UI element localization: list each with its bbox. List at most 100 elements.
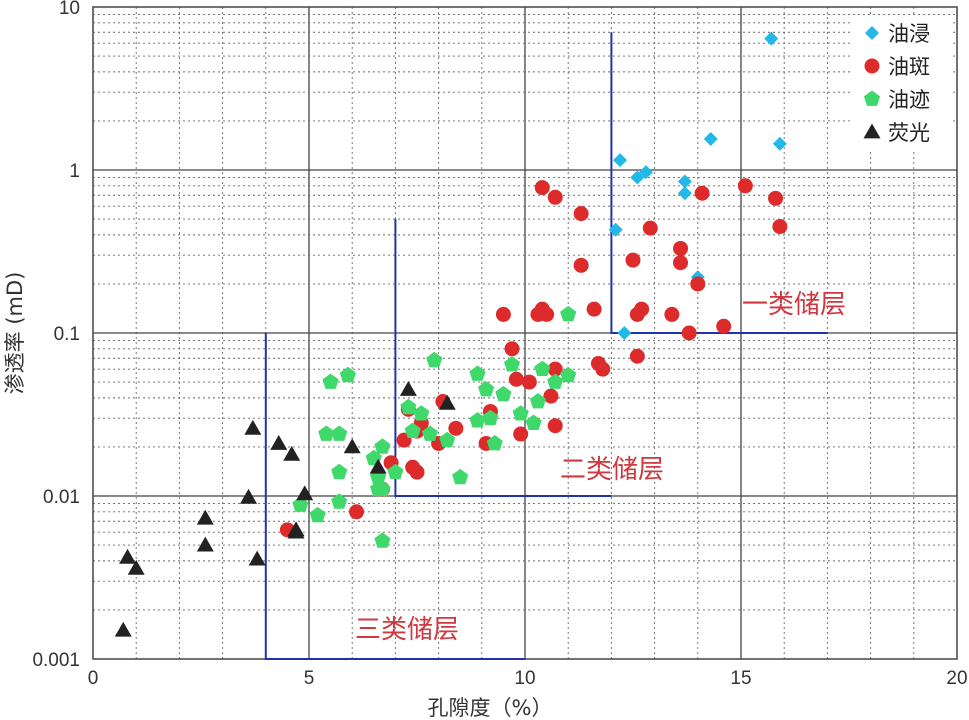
data-point-pentagon (560, 305, 577, 322)
data-point-circle (690, 276, 706, 292)
legend-label: 油迹 (888, 88, 930, 112)
data-point-circle (664, 306, 680, 322)
data-point-pentagon (421, 425, 438, 441)
data-point-pentagon (482, 409, 499, 426)
data-point-circle (716, 318, 732, 334)
data-point-pentagon (426, 351, 443, 368)
data-point-triangle (196, 509, 214, 525)
data-point-circle (534, 180, 550, 196)
legend-label: 荧光 (888, 121, 930, 145)
data-point-pentagon (374, 438, 391, 454)
data-point-circle (513, 426, 529, 442)
data-point-circle (673, 240, 689, 256)
x-tick-label: 10 (514, 668, 535, 689)
x-tick-label: 15 (730, 668, 751, 689)
data-point-circle (694, 185, 710, 201)
data-point-circle (539, 306, 555, 322)
data-point-pentagon (452, 468, 469, 485)
data-point-triangle (399, 381, 417, 396)
data-point-pentagon (547, 373, 564, 389)
zone-boundary-line (264, 333, 525, 660)
data-point-circle (642, 220, 658, 236)
data-point-diamond (608, 222, 623, 237)
tick-labels: 0 5 10 15 20 0.001 0.01 0.1 1 10 (32, 0, 967, 689)
data-point-triangle (248, 550, 266, 566)
data-point-circle (495, 306, 511, 322)
data-point-circle (595, 361, 611, 377)
data-point-diamond (630, 170, 645, 185)
data-point-triangle (127, 559, 145, 575)
zone-label-class-2: 二类储层 (560, 455, 664, 485)
y-tick-label: 0.001 (32, 650, 80, 671)
legend-marker-triangle (863, 123, 881, 139)
data-point-pentagon (512, 405, 529, 421)
data-point-circle (504, 341, 520, 357)
data-point-triangle (343, 438, 361, 454)
data-point-triangle (114, 621, 132, 637)
data-point-diamond (617, 326, 632, 340)
data-point-pentagon (387, 463, 404, 480)
data-point-diamond (677, 186, 692, 201)
data-point-triangle (283, 445, 301, 461)
data-point-diamond (677, 174, 692, 189)
data-point-pentagon (339, 366, 356, 383)
data-point-triangle (438, 394, 456, 410)
data-point-pentagon (404, 422, 421, 438)
data-point-triangle (296, 485, 314, 501)
data-point-circle (521, 374, 537, 390)
legend-marker-pentagon (863, 90, 881, 106)
x-tick-label: 20 (946, 668, 967, 689)
data-point-pentagon (318, 425, 335, 441)
y-tick-label: 10 (59, 0, 80, 19)
data-point-diamond (764, 31, 779, 46)
data-point-circle (543, 388, 559, 404)
legend-background (852, 16, 952, 150)
data-point-triangle (119, 548, 137, 564)
legend-label: 油斑 (888, 55, 930, 79)
x-tick-label: 5 (304, 668, 315, 689)
data-point-pentagon (560, 366, 577, 383)
data-point-circle (547, 418, 563, 434)
x-axis-label: 孔隙度（%） (428, 696, 553, 720)
y-tick-label: 0.1 (54, 324, 80, 345)
data-point-pentagon (478, 381, 495, 397)
data-point-pentagon (469, 365, 486, 381)
data-point-circle (349, 504, 365, 520)
data-point-pentagon (495, 385, 512, 402)
data-point-pentagon (331, 463, 348, 480)
data-point-pentagon (525, 414, 542, 430)
data-point-diamond (613, 153, 628, 168)
data-point-diamond (703, 131, 718, 146)
data-point-pentagon (400, 398, 417, 415)
data-point-circle (634, 301, 650, 317)
data-point-circle (409, 464, 425, 480)
y-tick-label: 0.01 (43, 487, 80, 508)
data-point-triangle (270, 434, 288, 450)
data-point-pentagon (534, 360, 551, 376)
data-point-circle (573, 257, 589, 273)
zone-boundary-line (394, 219, 612, 497)
data-point-triangle (287, 523, 305, 539)
data-point-pentagon (504, 356, 521, 372)
data-point-circle (772, 219, 788, 235)
zone-label-class-1: 一类储层 (742, 290, 846, 320)
data-point-circle (547, 361, 563, 377)
data-point-triangle (240, 488, 258, 504)
data-point-triangle (196, 536, 214, 552)
x-tick-label: 0 (88, 668, 99, 689)
data-point-circle (681, 325, 697, 341)
data-points (114, 31, 788, 637)
data-point-pentagon (439, 431, 456, 448)
y-axis-label: 渗透率 (mD) (3, 272, 27, 395)
data-point-pentagon (374, 532, 391, 548)
legend-marker-diamond (865, 26, 879, 40)
legend-label: 油浸 (888, 22, 930, 46)
data-point-pentagon (322, 373, 339, 389)
zone-label-class-3: 三类储层 (355, 615, 459, 645)
zone-boundaries (264, 32, 828, 660)
data-point-pentagon (374, 480, 391, 497)
data-point-circle (768, 190, 784, 206)
data-point-pentagon (331, 425, 348, 441)
